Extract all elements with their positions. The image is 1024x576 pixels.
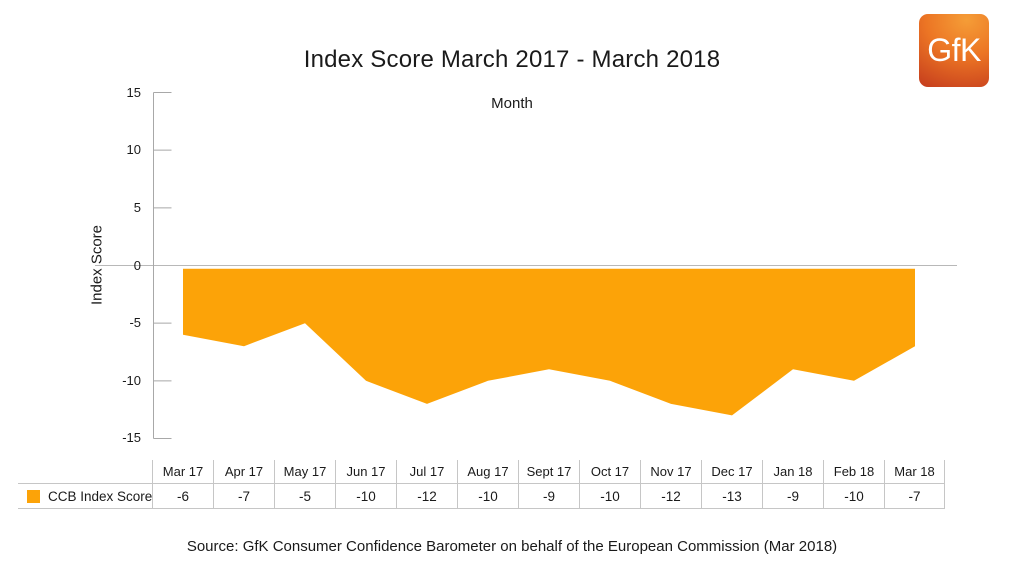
- value-cell: -7: [884, 484, 945, 508]
- legend-swatch: [27, 490, 40, 503]
- month-header-cell: Nov 17: [640, 460, 701, 483]
- area-series-shape: [183, 269, 915, 416]
- month-header-cell: Dec 17: [701, 460, 762, 483]
- month-header-cell: Jul 17: [396, 460, 457, 483]
- month-header-row: Mar 17Apr 17May 17Jun 17Jul 17Aug 17Sept…: [18, 460, 945, 483]
- month-header-cell: Apr 17: [213, 460, 274, 483]
- source-text: Source: GfK Consumer Confidence Baromete…: [0, 538, 1024, 555]
- y-tick-label: -5: [95, 315, 141, 331]
- chart-canvas: Index Score March 2017 - March 2018 Mont…: [0, 0, 1024, 576]
- value-cell: -12: [396, 484, 457, 508]
- month-header-cell: Feb 18: [823, 460, 884, 483]
- month-header-cell: Sept 17: [518, 460, 579, 483]
- value-cell: -10: [579, 484, 640, 508]
- value-cell: -13: [701, 484, 762, 508]
- value-cell: -9: [518, 484, 579, 508]
- value-cell: -5: [274, 484, 335, 508]
- y-tick-label: 10: [95, 142, 141, 158]
- month-header-cell: Aug 17: [457, 460, 518, 483]
- legend-header-spacer: [18, 460, 152, 483]
- value-cell: -10: [457, 484, 518, 508]
- legend-label: CCB Index Score: [48, 489, 152, 504]
- value-cell: -6: [152, 484, 213, 508]
- month-header-cell: Jun 17: [335, 460, 396, 483]
- month-header-cell: May 17: [274, 460, 335, 483]
- y-tick-label: -10: [95, 373, 141, 389]
- value-cell: -9: [762, 484, 823, 508]
- y-tick-label: 0: [95, 258, 141, 274]
- legend: CCB Index Score: [18, 484, 152, 508]
- y-tick-label: -15: [95, 430, 141, 446]
- value-cell: -10: [335, 484, 396, 508]
- month-header-cell: Mar 18: [884, 460, 945, 483]
- y-tick-label: 5: [95, 200, 141, 216]
- value-row: CCB Index Score -6-7-5-10-12-10-9-10-12-…: [18, 483, 945, 509]
- value-cell: -12: [640, 484, 701, 508]
- y-tick-label: 15: [95, 85, 141, 101]
- value-cell: -10: [823, 484, 884, 508]
- month-header-cell: Mar 17: [152, 460, 213, 483]
- data-table: Mar 17Apr 17May 17Jun 17Jul 17Aug 17Sept…: [18, 460, 945, 509]
- month-header-cell: Oct 17: [579, 460, 640, 483]
- month-header-cell: Jan 18: [762, 460, 823, 483]
- value-cell: -7: [213, 484, 274, 508]
